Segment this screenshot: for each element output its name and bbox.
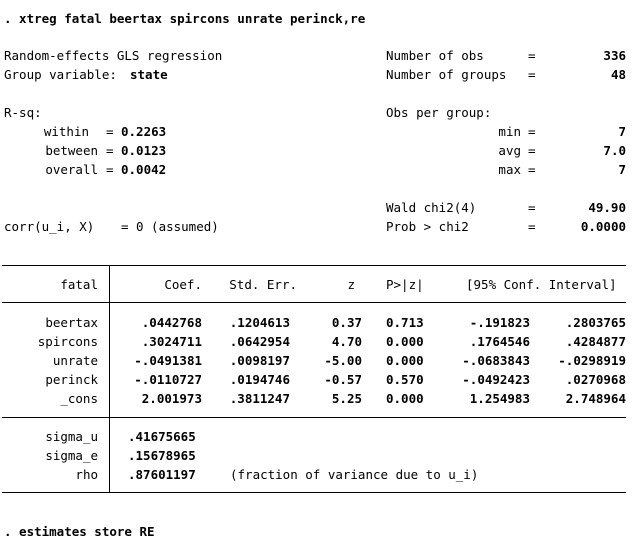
prob-value: 0.0000: [580, 219, 626, 234]
row-z: -5.00: [324, 353, 362, 368]
table-separator: [109, 265, 110, 492]
row-p: 0.570: [386, 372, 424, 387]
rsq-within-label: within: [43, 124, 89, 139]
row-coef: .0442768: [141, 315, 202, 330]
row-ci-low: .1764546: [469, 334, 530, 349]
col-ci-header: [95% Conf. Interval]: [466, 277, 617, 292]
row-var: perinck: [45, 372, 98, 387]
row-coef: 2.001973: [141, 391, 202, 406]
obs-avg-value: 7.0: [603, 143, 626, 158]
col-se-header: Std. Err.: [229, 277, 297, 292]
eq-sign: =: [528, 67, 536, 82]
row-var: unrate: [52, 353, 98, 368]
nobs-label: Number of obs: [386, 48, 484, 63]
eq-sign: =: [528, 48, 536, 63]
obs-max-label: max: [498, 162, 521, 177]
rho-value: .87601197: [128, 467, 196, 482]
table-header-rule: [2, 302, 626, 303]
row-var: beertax: [45, 315, 98, 330]
row-ci-low: 1.254983: [469, 391, 530, 406]
ngroups-value: 48: [610, 67, 626, 82]
rsq-between-value: 0.0123: [121, 143, 167, 158]
row-ci-low: -.191823: [469, 315, 530, 330]
rsq-overall-value: 0.0042: [121, 162, 167, 177]
rsq-overall-label: overall: [45, 162, 98, 177]
model-title: Random-effects GLS regression: [4, 48, 223, 63]
row-z: 5.25: [331, 391, 362, 406]
prob-label: Prob > chi2: [386, 219, 469, 234]
sigma-e-value: .15678965: [128, 448, 196, 463]
wald-value: 49.90: [588, 200, 626, 215]
rsq-within-value: 0.2263: [121, 124, 167, 139]
obs-min-value: 7: [618, 124, 626, 139]
row-ci-low: -.0492423: [462, 372, 530, 387]
col-p-header: P>|z|: [386, 277, 424, 292]
sigma-u-label: sigma_u: [45, 429, 98, 444]
row-coef: .3024711: [141, 334, 202, 349]
eq-sign: =: [106, 124, 114, 139]
row-var: _cons: [60, 391, 98, 406]
table-bottom-rule: [2, 492, 626, 493]
obs-avg-label: avg: [498, 143, 521, 158]
sigma-u-value: .41675665: [128, 429, 196, 444]
nobs-value: 336: [603, 48, 626, 63]
rsq-label: R-sq:: [4, 105, 42, 120]
row-se: .1204613: [229, 315, 290, 330]
rsq-between-label: between: [45, 143, 98, 158]
rho-label: rho: [75, 467, 98, 482]
obs-per-group-label: Obs per group:: [386, 105, 492, 120]
row-ci-low: -.0683843: [462, 353, 530, 368]
row-se: .0642954: [229, 334, 290, 349]
col-coef-header: Coef.: [164, 277, 202, 292]
row-ci-high: -.0298919: [558, 353, 626, 368]
row-ci-high: 2.748964: [565, 391, 626, 406]
row-se: .0098197: [229, 353, 290, 368]
eq-sign: =: [121, 219, 129, 234]
group-variable-label: Group variable:: [4, 67, 117, 82]
row-p: 0.000: [386, 391, 424, 406]
row-ci-high: .2803765: [565, 315, 626, 330]
row-p: 0.000: [386, 353, 424, 368]
corr-value: 0 (assumed): [136, 219, 219, 234]
row-p: 0.713: [386, 315, 424, 330]
row-se: .0194746: [229, 372, 290, 387]
wald-label: Wald chi2(4): [386, 200, 477, 215]
rho-note: (fraction of variance due to u_i): [230, 467, 479, 482]
group-variable-value: state: [130, 67, 168, 82]
eq-sign: =: [528, 162, 536, 177]
obs-max-value: 7: [618, 162, 626, 177]
row-ci-high: .0270968: [565, 372, 626, 387]
eq-sign: =: [106, 162, 114, 177]
eq-sign: =: [528, 219, 536, 234]
eq-sign: =: [528, 124, 536, 139]
corr-label: corr(u_i, X): [4, 219, 95, 234]
table-mid-rule: [2, 417, 626, 418]
row-coef: -.0491381: [134, 353, 202, 368]
eq-sign: =: [528, 143, 536, 158]
table-top-rule: [2, 265, 626, 266]
row-z: -0.57: [324, 372, 362, 387]
obs-min-label: min: [498, 124, 521, 139]
row-se: .3811247: [229, 391, 290, 406]
depvar-header: fatal: [60, 277, 98, 292]
command-line: . xtreg fatal beertax spircons unrate pe…: [4, 11, 366, 26]
row-p: 0.000: [386, 334, 424, 349]
col-z-header: z: [347, 277, 355, 292]
row-z: 0.37: [331, 315, 362, 330]
eq-sign: =: [528, 200, 536, 215]
row-var: spircons: [37, 334, 98, 349]
sigma-e-label: sigma_e: [45, 448, 98, 463]
footer-command-line: . estimates store RE: [4, 524, 155, 539]
row-ci-high: .4284877: [565, 334, 626, 349]
row-z: 4.70: [331, 334, 362, 349]
ngroups-label: Number of groups: [386, 67, 507, 82]
eq-sign: =: [106, 143, 114, 158]
row-coef: -.0110727: [134, 372, 202, 387]
